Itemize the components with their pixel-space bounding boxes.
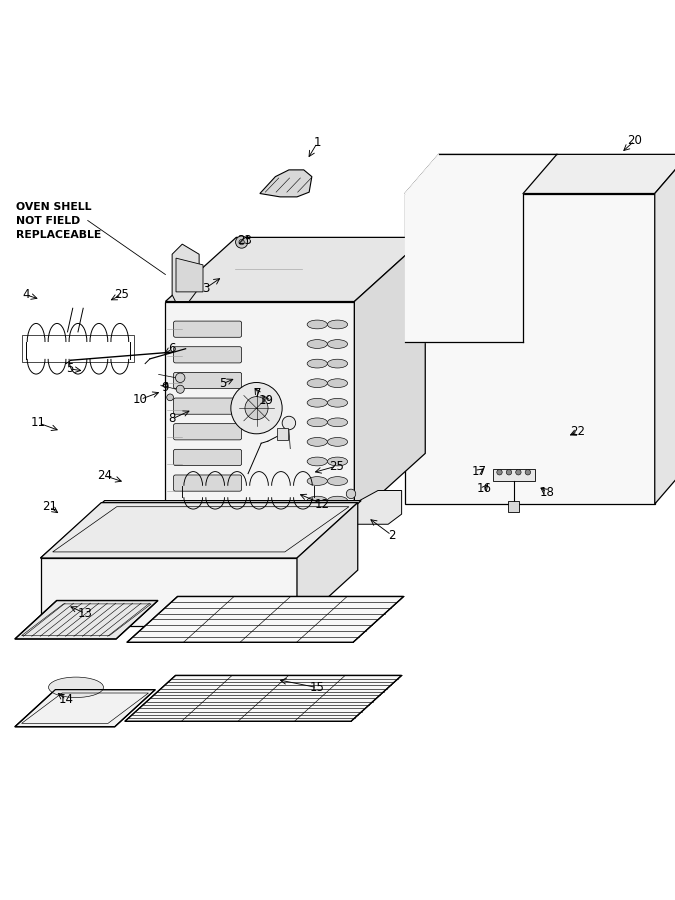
Text: 7: 7 [254, 387, 262, 400]
Ellipse shape [327, 339, 348, 348]
Ellipse shape [327, 399, 348, 407]
Text: 21: 21 [42, 500, 57, 513]
Ellipse shape [327, 457, 348, 466]
Text: 19: 19 [259, 394, 274, 407]
Polygon shape [127, 597, 404, 643]
Polygon shape [260, 170, 312, 197]
Text: 2: 2 [387, 528, 396, 542]
Text: 5: 5 [219, 377, 226, 391]
Text: 1: 1 [313, 137, 321, 149]
Ellipse shape [307, 477, 327, 485]
Text: OVEN SHELL
NOT FIELD
REPLACEABLE: OVEN SHELL NOT FIELD REPLACEABLE [16, 202, 101, 239]
Ellipse shape [307, 418, 327, 427]
Text: 23: 23 [238, 234, 252, 248]
FancyBboxPatch shape [173, 321, 242, 338]
Text: 5: 5 [67, 363, 74, 375]
Ellipse shape [327, 320, 348, 328]
Polygon shape [341, 491, 402, 524]
Polygon shape [53, 507, 349, 552]
Polygon shape [172, 244, 199, 302]
Polygon shape [40, 500, 361, 558]
Circle shape [516, 470, 521, 475]
Polygon shape [405, 194, 523, 342]
Ellipse shape [327, 437, 348, 446]
Polygon shape [165, 238, 425, 302]
Text: 16: 16 [477, 482, 492, 495]
Polygon shape [40, 502, 358, 558]
Bar [493, 469, 535, 481]
Bar [508, 501, 519, 512]
Text: 11: 11 [31, 417, 46, 429]
Circle shape [506, 470, 512, 475]
Polygon shape [165, 302, 354, 518]
Text: 24: 24 [97, 469, 112, 482]
Text: 9: 9 [161, 381, 169, 393]
FancyBboxPatch shape [173, 449, 242, 465]
Circle shape [282, 416, 296, 430]
Circle shape [176, 385, 184, 393]
Polygon shape [176, 258, 203, 292]
Text: 14: 14 [59, 693, 74, 706]
Polygon shape [277, 428, 288, 440]
Polygon shape [40, 558, 297, 626]
Text: 13: 13 [78, 607, 92, 620]
Text: 15: 15 [310, 681, 325, 694]
Polygon shape [655, 154, 675, 504]
Circle shape [167, 394, 173, 400]
FancyBboxPatch shape [173, 346, 242, 363]
Circle shape [346, 489, 356, 499]
FancyBboxPatch shape [173, 398, 242, 414]
Ellipse shape [327, 359, 348, 368]
Circle shape [176, 374, 185, 382]
Polygon shape [15, 600, 158, 639]
Circle shape [245, 397, 268, 419]
Ellipse shape [327, 379, 348, 388]
Text: 25: 25 [114, 288, 129, 302]
Polygon shape [297, 502, 358, 626]
Text: 3: 3 [202, 282, 209, 294]
Circle shape [236, 236, 248, 248]
Ellipse shape [327, 477, 348, 485]
Ellipse shape [307, 496, 327, 505]
Ellipse shape [327, 418, 348, 427]
Polygon shape [405, 154, 557, 194]
Text: 25: 25 [329, 460, 344, 473]
Circle shape [525, 470, 531, 475]
Polygon shape [405, 194, 655, 504]
Ellipse shape [327, 496, 348, 505]
Text: 6: 6 [168, 342, 176, 356]
Ellipse shape [307, 399, 327, 407]
Circle shape [497, 470, 502, 475]
Ellipse shape [307, 320, 327, 328]
Polygon shape [15, 689, 155, 727]
Text: 22: 22 [570, 426, 585, 438]
Ellipse shape [307, 359, 327, 368]
Polygon shape [354, 238, 425, 518]
FancyBboxPatch shape [173, 475, 242, 491]
FancyBboxPatch shape [173, 373, 242, 389]
Polygon shape [405, 154, 675, 194]
Ellipse shape [307, 339, 327, 348]
Text: 12: 12 [315, 498, 330, 510]
Polygon shape [125, 675, 402, 722]
Circle shape [239, 239, 244, 245]
Text: 20: 20 [627, 134, 642, 148]
Text: 10: 10 [133, 393, 148, 406]
Ellipse shape [307, 457, 327, 466]
Text: 8: 8 [169, 412, 176, 426]
Text: 4: 4 [22, 288, 30, 302]
Ellipse shape [307, 379, 327, 388]
Ellipse shape [307, 437, 327, 446]
Circle shape [231, 382, 282, 434]
Ellipse shape [49, 677, 103, 698]
Text: 17: 17 [472, 465, 487, 478]
FancyBboxPatch shape [173, 424, 242, 440]
Text: 18: 18 [539, 486, 554, 499]
